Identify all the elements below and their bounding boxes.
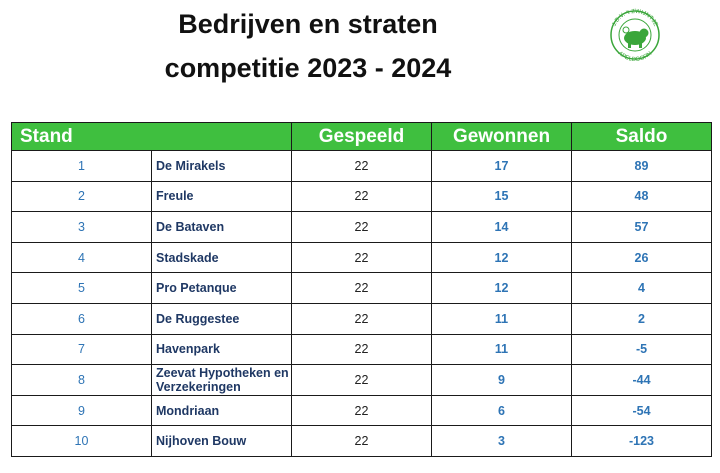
title-line-1: Bedrijven en straten	[178, 9, 438, 39]
won-cell: 11	[431, 302, 572, 335]
table-row: 3 De Bataven 22 14 57	[11, 211, 712, 243]
header-saldo: Saldo	[571, 122, 712, 151]
won-cell: 17	[431, 150, 572, 182]
won-cell: 15	[431, 180, 572, 213]
won-cell: 9	[431, 364, 572, 396]
saldo-cell: -44	[571, 364, 712, 396]
table-row: 7 Havenpark 22 11 -5	[11, 333, 712, 366]
team-name-cell: Zeevat Hypotheken en Verzekeringen	[151, 364, 292, 396]
won-cell: 3	[431, 425, 572, 457]
team-name-cell: Mondriaan	[151, 394, 292, 427]
won-cell: 11	[431, 333, 572, 366]
played-cell: 22	[291, 241, 432, 274]
table-row: 4 Stadskade 22 12 26	[11, 241, 712, 274]
rank-cell: 10	[11, 425, 152, 457]
won-cell: 6	[431, 394, 572, 427]
table-row: 5 Pro Petanque 22 12 4	[11, 272, 712, 304]
table-row: 2 Freule 22 15 48	[11, 180, 712, 213]
won-cell: 12	[431, 241, 572, 274]
club-logo: J.B.V. 't ZWIJNTJE APELDOORN	[610, 9, 660, 63]
rank-cell: 4	[11, 241, 152, 274]
table-row: 8 Zeevat Hypotheken en Verzekeringen 22 …	[11, 364, 712, 396]
rank-cell: 9	[11, 394, 152, 427]
played-cell: 22	[291, 180, 432, 213]
title-line-2: competitie 2023 - 2024	[164, 53, 452, 83]
won-cell: 12	[431, 272, 572, 304]
saldo-cell: 4	[571, 272, 712, 304]
header-gewonnen: Gewonnen	[431, 122, 572, 151]
played-cell: 22	[291, 302, 432, 335]
team-name-cell: Nijhoven Bouw	[151, 425, 292, 457]
header-gespeeld: Gespeeld	[291, 122, 432, 151]
played-cell: 22	[291, 211, 432, 243]
table-row: 1 De Mirakels 22 17 89	[11, 150, 712, 182]
rank-cell: 3	[11, 211, 152, 243]
team-name-cell: Pro Petanque	[151, 272, 292, 304]
rank-cell: 2	[11, 180, 152, 213]
saldo-cell: -5	[571, 333, 712, 366]
saldo-cell: 2	[571, 302, 712, 335]
table-row: 10 Nijhoven Bouw 22 3 -123	[11, 425, 712, 457]
team-name-cell: Freule	[151, 180, 292, 213]
saldo-cell: -54	[571, 394, 712, 427]
played-cell: 22	[291, 394, 432, 427]
header-row: Stand Gespeeld Gewonnen Saldo	[11, 122, 712, 151]
team-name-cell: De Ruggestee	[151, 302, 292, 335]
header-stand: Stand	[11, 122, 292, 151]
saldo-cell: -123	[571, 425, 712, 457]
won-cell: 14	[431, 211, 572, 243]
rank-cell: 1	[11, 150, 152, 182]
rank-cell: 5	[11, 272, 152, 304]
saldo-cell: 89	[571, 150, 712, 182]
played-cell: 22	[291, 425, 432, 457]
team-name-cell: De Mirakels	[151, 150, 292, 182]
rank-cell: 7	[11, 333, 152, 366]
table-row: 9 Mondriaan 22 6 -54	[11, 394, 712, 427]
rank-cell: 8	[11, 364, 152, 396]
standings-table: Stand Gespeeld Gewonnen Saldo 1 De Mirak…	[11, 122, 712, 457]
svg-text:APELDOORN: APELDOORN	[617, 51, 654, 63]
logo-bottom-text: APELDOORN	[617, 51, 654, 63]
played-cell: 22	[291, 272, 432, 304]
played-cell: 22	[291, 333, 432, 366]
team-name-cell: Stadskade	[151, 241, 292, 274]
played-cell: 22	[291, 364, 432, 396]
team-name-cell: Havenpark	[151, 333, 292, 366]
table-row: 6 De Ruggestee 22 11 2	[11, 302, 712, 335]
team-name-cell: De Bataven	[151, 211, 292, 243]
saldo-cell: 26	[571, 241, 712, 274]
saldo-cell: 48	[571, 180, 712, 213]
rank-cell: 6	[11, 302, 152, 335]
page-title: Bedrijven en straten competitie 2023 - 2…	[100, 2, 516, 90]
saldo-cell: 57	[571, 211, 712, 243]
played-cell: 22	[291, 150, 432, 182]
